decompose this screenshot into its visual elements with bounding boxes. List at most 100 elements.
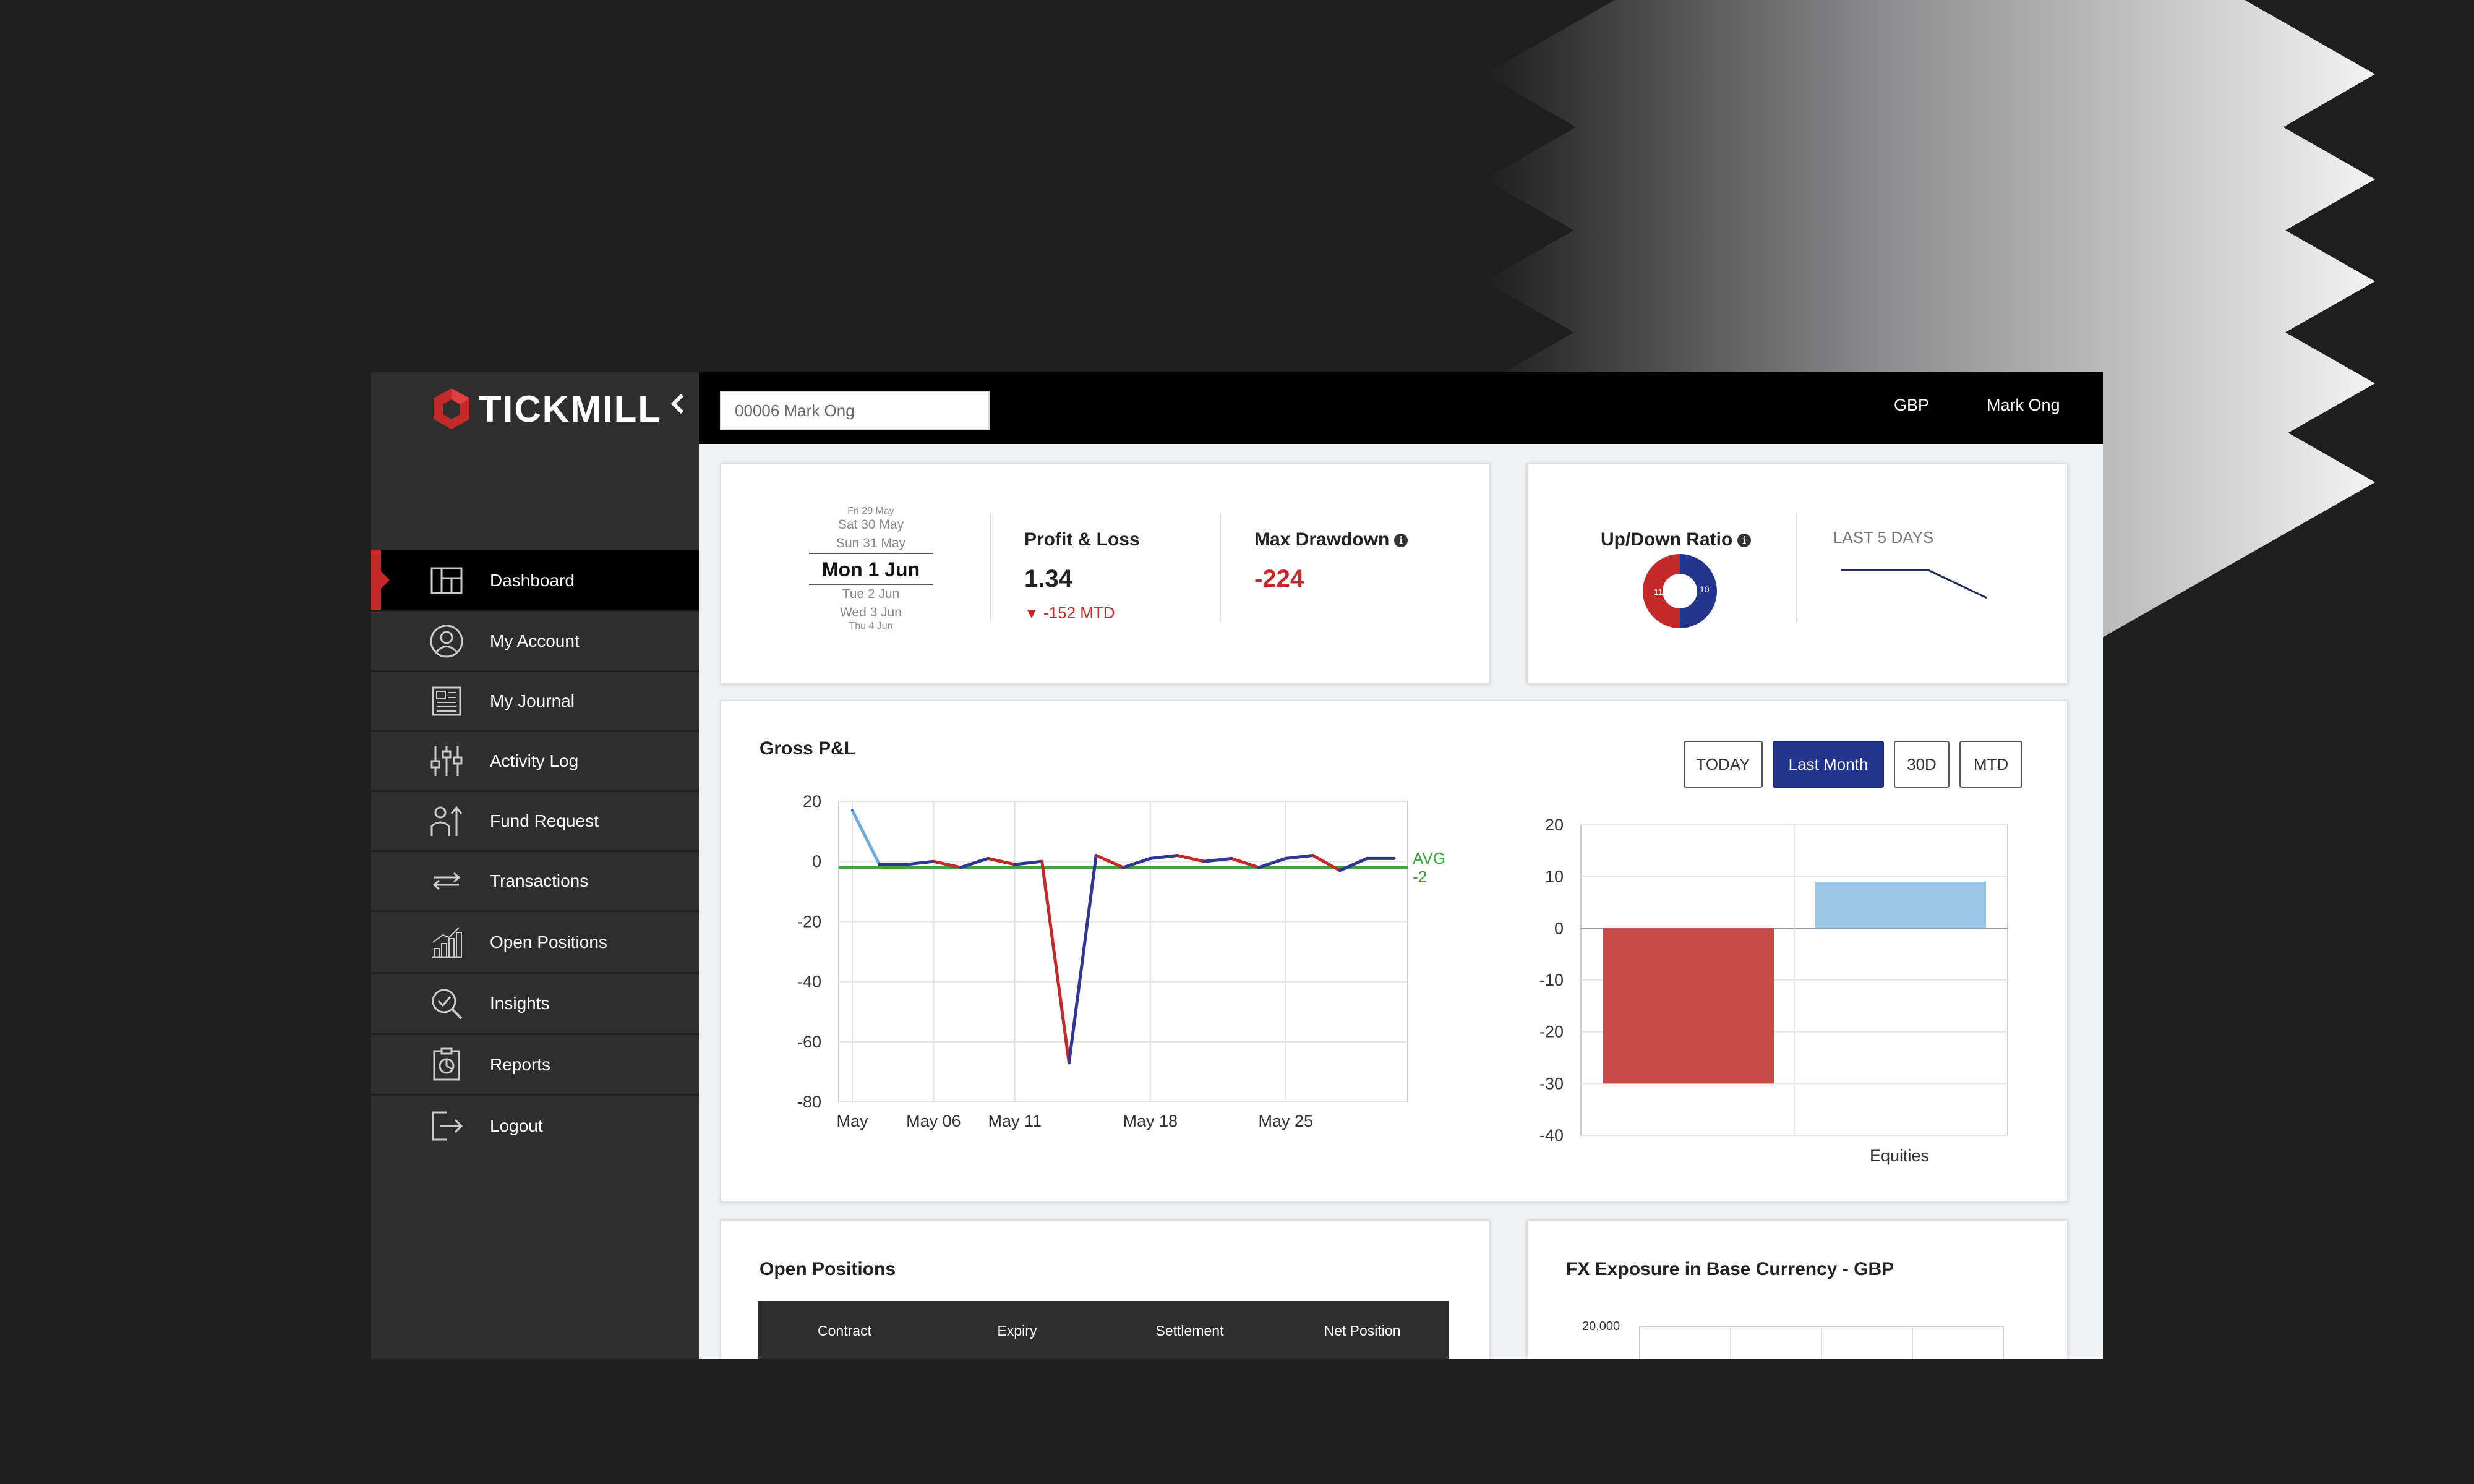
x-tick-label: May 06 (906, 1112, 961, 1130)
open-positions-title: Open Positions (760, 1259, 896, 1279)
gross-pnl-bar-chart: 20 10 0 -10 -20 -30 -40 Equities (1539, 816, 2008, 1165)
sidebar-item-my-journal[interactable]: My Journal (371, 672, 699, 732)
series-segment (1230, 856, 1261, 869)
drawdown-title-label: Max Drawdown (1254, 529, 1390, 550)
donut-segment-up (1643, 554, 1680, 628)
date-picker-row[interactable]: Sun 31 May (836, 536, 906, 550)
app-window: TICKMILL Dashboard My Account My Journal (371, 372, 2103, 1359)
brand-name: TICKMILL (479, 388, 662, 430)
x-tick-label: May 25 (1259, 1112, 1314, 1130)
y-tick-label: -20 (797, 912, 821, 931)
currency-selector[interactable]: GBP (1894, 396, 1930, 414)
donut-label-down: 10 (1700, 584, 1710, 594)
y-tick-label: -10 (1539, 971, 1564, 989)
divider (1796, 513, 1797, 622)
series-segment (1176, 853, 1206, 863)
filter-today-button[interactable]: TODAY (1684, 741, 1763, 788)
drawdown-value: -224 (1254, 565, 1304, 592)
pnl-delta-value: -152 MTD (1043, 603, 1115, 622)
y-tick-label: -80 (797, 1093, 821, 1111)
series-segment (1121, 856, 1152, 869)
ratio-donut: 11 10 (1643, 554, 1717, 628)
series-segment (1338, 856, 1369, 872)
date-picker-row[interactable]: Sat 30 May (837, 518, 904, 532)
data-point (959, 866, 962, 869)
down-triangle-icon: ▼ (1024, 605, 1039, 622)
sidebar-item-fund-request[interactable]: Fund Request (371, 792, 699, 852)
data-point (878, 863, 881, 866)
column-header-net-position[interactable]: Net Position (1324, 1322, 1401, 1339)
date-picker-row[interactable]: Fri 29 May (847, 507, 894, 516)
data-point (1149, 857, 1152, 859)
collapse-sidebar-button[interactable] (666, 391, 690, 422)
series-segment (1284, 853, 1315, 860)
series-segment (1094, 853, 1125, 869)
data-point (851, 809, 854, 812)
user-menu[interactable]: Mark Ong (1987, 396, 2060, 414)
series-segment (905, 859, 935, 866)
series-segment (986, 856, 1017, 866)
date-picker-row[interactable]: Tue 2 Jun (842, 587, 900, 601)
fx-y-tick-label: 20,000 (1582, 1320, 1620, 1333)
sidebar-item-label: Logout (490, 1115, 543, 1135)
sidebar-item-activity-log[interactable]: Activity Log (371, 732, 699, 792)
sidebar-item-transactions[interactable]: Transactions (371, 852, 699, 912)
column-header-settlement[interactable]: Settlement (1155, 1322, 1224, 1339)
last-five-days-label: LAST 5 DAYS (1833, 528, 1934, 547)
date-picker-row[interactable]: Thu 4 Jun (849, 622, 893, 631)
fund-request-icon (430, 806, 463, 836)
sidebar-item-label: Transactions (490, 871, 589, 890)
dashboard-icon (430, 567, 463, 594)
series-segment (1040, 859, 1071, 1065)
data-point (1203, 860, 1205, 863)
date-picker-row[interactable]: Wed 3 Jun (839, 605, 902, 620)
data-point (1041, 860, 1043, 863)
sidebar-item-logout[interactable]: Logout (371, 1096, 699, 1156)
tickmill-logo-icon (434, 388, 469, 429)
sidebar-item-insights[interactable]: Insights (371, 974, 699, 1035)
sidebar-item-my-account[interactable]: My Account (371, 612, 699, 672)
user-icon (430, 625, 463, 658)
info-icon[interactable]: i (1394, 534, 1408, 548)
open-positions-table-header: Contract Expiry Settlement Net Position (758, 1301, 1449, 1359)
series-segment (931, 859, 962, 869)
drawdown-title: Max Drawdown i (1254, 529, 1408, 550)
report-clipboard-icon (433, 1047, 460, 1080)
sidebar-item-dashboard[interactable]: Dashboard (371, 550, 699, 612)
account-selector-input[interactable]: 00006 Mark Ong (720, 391, 990, 430)
data-point (1312, 854, 1314, 856)
sidebar-item-label: Insights (490, 994, 550, 1013)
x-tick-label: May 18 (1123, 1112, 1178, 1130)
data-point (932, 860, 935, 863)
divider (1220, 513, 1221, 622)
logo: TICKMILL (432, 387, 662, 430)
sidebar-item-open-positions[interactable]: Open Positions (371, 912, 699, 974)
ratio-card: Up/Down Ratio i 11 10 LAST 5 DAYS (1526, 463, 2068, 684)
info-icon[interactable]: i (1737, 534, 1752, 548)
filter-last-month-button[interactable]: Last Month (1773, 741, 1884, 788)
filter-30d-button[interactable]: 30D (1894, 741, 1950, 788)
fx-exposure-title: FX Exposure in Base Currency - GBP (1566, 1259, 1894, 1279)
series-segment (1013, 859, 1044, 866)
column-header-expiry[interactable]: Expiry (997, 1322, 1037, 1339)
x-category-label: Equities (1870, 1146, 1929, 1165)
sidebar-item-label: Reports (490, 1054, 551, 1074)
y-tick-label: 0 (1554, 919, 1564, 937)
date-picker-selected[interactable]: Mon 1 Jun (809, 553, 933, 585)
average-value-label: -2 (1413, 868, 1427, 886)
sidebar-item-label: Fund Request (490, 811, 599, 830)
transfer-arrows-icon (432, 872, 461, 890)
column-header-contract[interactable]: Contract (818, 1322, 871, 1339)
date-picker[interactable]: Fri 29 May Sat 30 May Sun 31 May Mon 1 J… (809, 507, 933, 631)
sidebar-item-reports[interactable]: Reports (371, 1035, 699, 1096)
last-five-days-sparkline (1841, 569, 1987, 599)
gross-pnl-title: Gross P&L (760, 738, 856, 759)
y-tick-label: 0 (812, 852, 821, 871)
gross-pnl-line-chart: 20 0 -20 -40 -60 -80 May May 06 May 11 May 18 May … (797, 792, 1445, 1130)
data-point (1366, 857, 1368, 859)
filter-mtd-button[interactable]: MTD (1959, 741, 2022, 788)
pnl-title: Profit & Loss (1024, 529, 1140, 550)
sidebar-item-label: My Account (490, 631, 580, 650)
y-tick-label: 20 (1545, 816, 1564, 834)
